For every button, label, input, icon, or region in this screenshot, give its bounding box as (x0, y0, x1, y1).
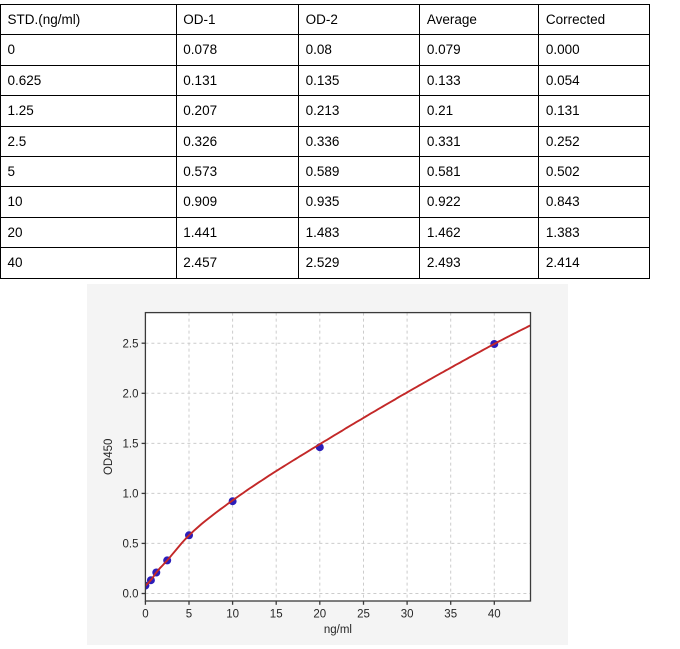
svg-text:35: 35 (444, 609, 457, 621)
svg-text:30: 30 (401, 609, 414, 621)
svg-text:0: 0 (142, 609, 148, 621)
svg-text:20: 20 (313, 609, 326, 621)
svg-text:40: 40 (488, 609, 501, 621)
svg-text:OD450: OD450 (103, 439, 115, 475)
svg-text:5: 5 (186, 609, 192, 621)
svg-text:2.5: 2.5 (123, 338, 139, 350)
svg-text:ng/ml: ng/ml (324, 624, 352, 636)
svg-text:1.0: 1.0 (123, 489, 139, 501)
svg-text:25: 25 (357, 609, 370, 621)
svg-text:0.0: 0.0 (123, 589, 139, 601)
svg-text:10: 10 (226, 609, 239, 621)
svg-text:1.5: 1.5 (123, 439, 139, 451)
svg-text:15: 15 (270, 609, 283, 621)
svg-text:0.5: 0.5 (123, 539, 139, 551)
svg-text:2.0: 2.0 (123, 389, 139, 401)
